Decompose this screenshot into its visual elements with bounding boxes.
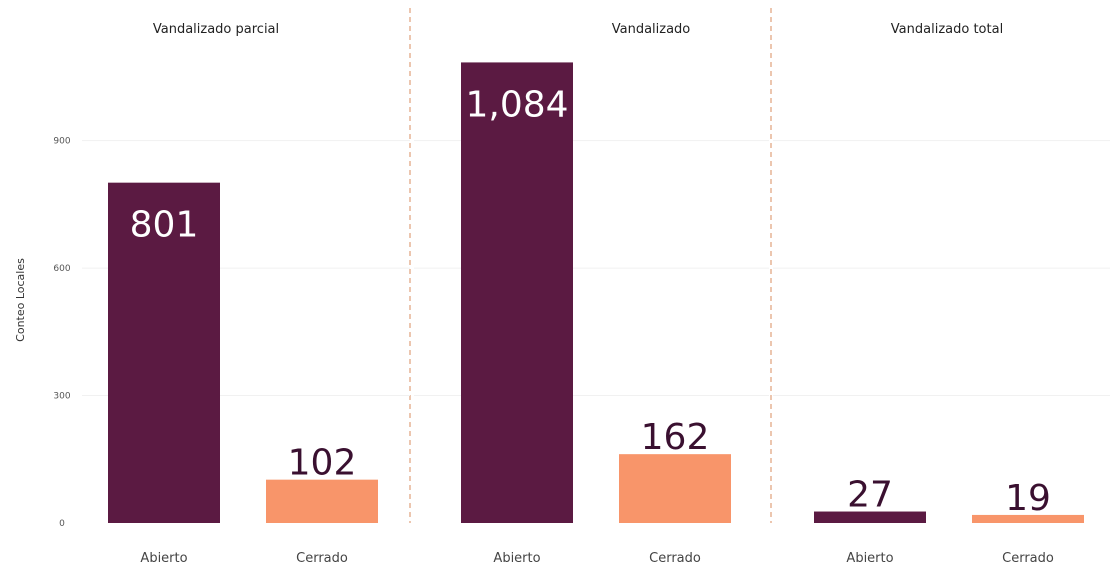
- bar-cerrado: [619, 454, 731, 523]
- category-label: Cerrado: [296, 551, 348, 566]
- panel: Vandalizado 1,084 Abierto 162 Cerrado: [414, 22, 769, 566]
- category-label: Abierto: [493, 551, 540, 566]
- bar-value-label: 102: [288, 443, 357, 484]
- panel-title: Vandalizado: [612, 22, 691, 37]
- y-axis-label: Conteo Locales: [14, 258, 27, 342]
- panel: Vandalizado total 27 Abierto 19 Cerrado: [773, 22, 1110, 566]
- panel-title: Vandalizado total: [891, 22, 1003, 37]
- bar-value-label: 27: [847, 475, 893, 516]
- category-label: Abierto: [140, 551, 187, 566]
- panel: Vandalizado parcial 801 Abierto 102 Cerrado: [82, 22, 410, 566]
- bar-abierto: [108, 182, 220, 523]
- y-tick-label: 0: [59, 519, 65, 529]
- category-label: Cerrado: [1002, 551, 1054, 566]
- y-axis-ticks: 0 300 600 900: [53, 137, 70, 529]
- bar-cerrado: [266, 479, 378, 523]
- bar-value-label: 162: [641, 417, 710, 458]
- y-tick-label: 900: [53, 137, 70, 147]
- category-label: Cerrado: [649, 551, 701, 566]
- category-label: Abierto: [846, 551, 893, 566]
- y-tick-label: 600: [53, 264, 70, 274]
- panel-dividers: [409, 8, 772, 523]
- bar-abierto: [461, 62, 573, 524]
- bar-value-label: 19: [1005, 478, 1051, 519]
- panels: Vandalizado parcial801Abierto102CerradoV…: [82, 22, 1110, 566]
- bar-value-label: 801: [130, 205, 199, 246]
- y-tick-label: 300: [53, 392, 70, 402]
- bar-value-label: 1,084: [465, 84, 568, 125]
- bar-cerrado: [972, 514, 1084, 523]
- bar-abierto: [814, 511, 926, 523]
- panel-title: Vandalizado parcial: [153, 22, 279, 37]
